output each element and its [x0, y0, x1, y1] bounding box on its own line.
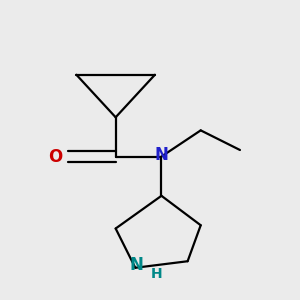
Text: N: N — [154, 146, 168, 164]
Text: O: O — [48, 148, 62, 166]
Text: N: N — [130, 256, 144, 274]
Text: H: H — [151, 267, 162, 281]
